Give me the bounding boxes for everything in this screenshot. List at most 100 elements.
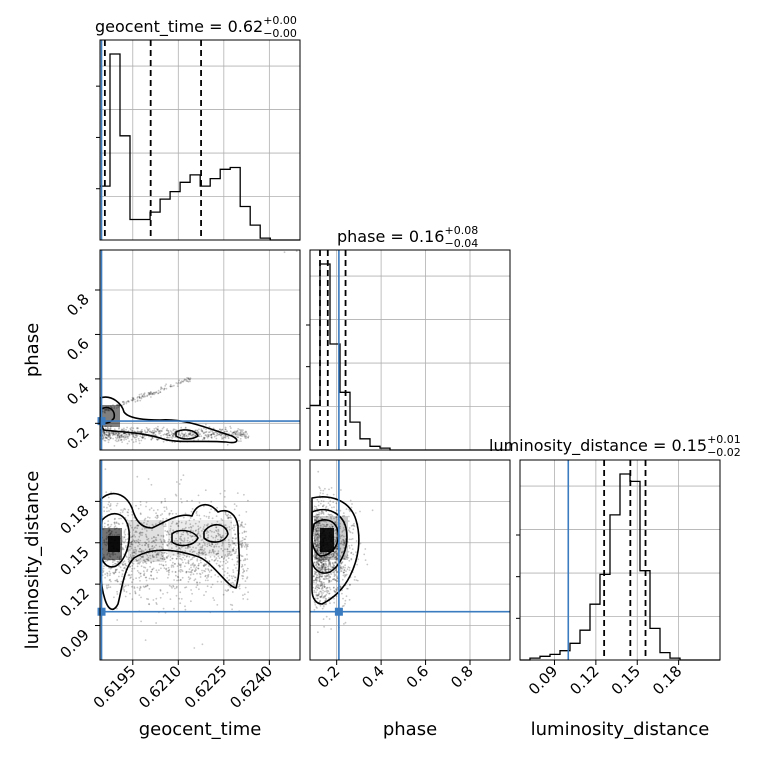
scatter-point bbox=[113, 428, 116, 431]
scatter-point bbox=[141, 436, 144, 439]
scatter-point bbox=[208, 565, 210, 567]
scatter-point bbox=[171, 434, 174, 437]
scatter-point bbox=[156, 429, 159, 432]
scatter-point bbox=[108, 431, 111, 434]
scatter-point bbox=[320, 511, 323, 514]
scatter-point bbox=[319, 596, 321, 598]
scatter-point bbox=[320, 568, 323, 570]
scatter-point bbox=[133, 540, 136, 542]
scatter-point bbox=[245, 535, 247, 538]
scatter-point bbox=[106, 427, 109, 430]
scatter-point bbox=[246, 558, 249, 560]
scatter-point bbox=[134, 546, 137, 549]
scatter-point bbox=[232, 524, 235, 527]
scatter-point bbox=[114, 562, 116, 565]
scatter-point bbox=[119, 559, 121, 562]
scatter-point bbox=[135, 438, 137, 441]
density-contour bbox=[175, 429, 199, 440]
scatter-point bbox=[168, 533, 170, 536]
scatter-point bbox=[246, 543, 249, 546]
scatter-point bbox=[215, 545, 218, 548]
scatter-point bbox=[150, 507, 153, 509]
scatter-point bbox=[130, 557, 133, 560]
scatter-point bbox=[161, 523, 164, 526]
scatter-point bbox=[201, 552, 204, 555]
scatter-point bbox=[340, 542, 343, 545]
scatter-point bbox=[222, 593, 225, 596]
scatter-point bbox=[170, 436, 172, 438]
scatter-point bbox=[351, 548, 354, 550]
axes-frame-2-0 bbox=[99, 459, 301, 661]
scatter-point bbox=[116, 568, 118, 571]
scatter-point bbox=[334, 561, 337, 564]
scatter-point bbox=[117, 434, 119, 437]
scatter-point bbox=[190, 566, 192, 569]
scatter-point bbox=[225, 532, 228, 535]
scatter-point bbox=[148, 540, 150, 543]
scatter-point bbox=[155, 539, 158, 542]
scatter-point bbox=[242, 544, 244, 546]
scatter-point bbox=[333, 570, 336, 572]
scatter-point bbox=[175, 512, 178, 515]
scatter-point bbox=[178, 379, 181, 382]
scatter-point bbox=[134, 400, 137, 403]
scatter-point bbox=[187, 560, 190, 563]
scatter-point bbox=[145, 558, 148, 561]
scatter-point bbox=[335, 553, 338, 555]
scatter-point bbox=[318, 572, 320, 575]
scatter-point bbox=[317, 584, 320, 587]
scatter-point bbox=[117, 437, 119, 439]
scatter-point bbox=[114, 568, 117, 571]
scatter-point bbox=[319, 580, 321, 583]
scatter-point bbox=[336, 558, 338, 561]
scatter-point bbox=[317, 538, 320, 540]
scatter-point bbox=[317, 567, 320, 570]
scatter-point bbox=[205, 532, 208, 534]
scatter-point bbox=[189, 431, 192, 434]
scatter-point bbox=[138, 395, 141, 398]
scatter-point bbox=[318, 573, 321, 576]
scatter-point bbox=[330, 513, 333, 516]
scatter-point bbox=[182, 553, 185, 555]
scatter-point bbox=[113, 572, 115, 574]
scatter-point bbox=[106, 572, 108, 574]
scatter-point bbox=[217, 532, 219, 535]
scatter-point bbox=[216, 580, 219, 583]
scatter-point bbox=[109, 586, 112, 589]
scatter-point bbox=[183, 378, 186, 381]
scatter-point bbox=[210, 434, 212, 437]
scatter-point bbox=[232, 575, 235, 577]
scatter-point bbox=[322, 565, 324, 568]
scatter-point bbox=[109, 435, 112, 437]
scatter-point bbox=[188, 578, 191, 581]
scatter-point bbox=[122, 509, 124, 511]
scatter-point bbox=[207, 431, 210, 434]
scatter-point bbox=[128, 573, 130, 576]
injection-marker bbox=[97, 607, 106, 616]
scatter-point bbox=[136, 396, 139, 398]
scatter-point bbox=[319, 596, 322, 598]
scatter-point bbox=[220, 518, 223, 520]
scatter-point bbox=[244, 558, 247, 560]
scatter-point bbox=[313, 542, 316, 545]
scatter-point bbox=[183, 537, 186, 540]
scatter-point bbox=[165, 433, 168, 436]
scatter-point bbox=[314, 534, 317, 536]
scatter-point bbox=[169, 385, 172, 388]
scatter-point bbox=[327, 570, 330, 572]
scatter-point bbox=[134, 592, 137, 595]
scatter-point bbox=[314, 519, 317, 522]
scatter-point bbox=[168, 542, 171, 545]
scatter-point bbox=[207, 433, 209, 436]
scatter-point bbox=[133, 433, 136, 436]
scatter-point bbox=[316, 549, 319, 551]
scatter-point bbox=[207, 575, 210, 578]
scatter-point bbox=[214, 431, 217, 434]
scatter-point bbox=[119, 566, 122, 569]
scatter-point bbox=[325, 603, 327, 606]
scatter-point bbox=[215, 530, 218, 532]
scatter-point bbox=[319, 599, 322, 602]
scatter-point bbox=[159, 391, 162, 394]
scatter-point bbox=[318, 576, 321, 579]
xlabel-luminosity-distance: luminosity_distance bbox=[531, 719, 710, 740]
